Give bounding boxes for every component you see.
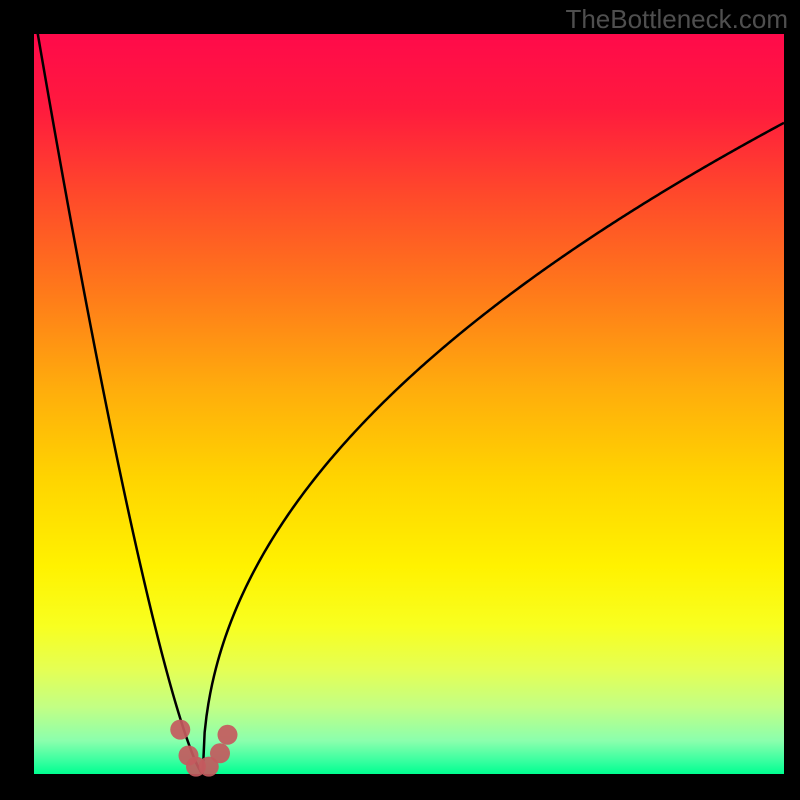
watermark-text: TheBottleneck.com — [565, 4, 788, 35]
optimum-marker — [170, 720, 190, 740]
optimum-marker — [218, 725, 238, 745]
gradient-plot-area — [34, 34, 784, 774]
optimum-marker — [210, 743, 230, 763]
bottleneck-chart — [0, 0, 800, 800]
chart-container: TheBottleneck.com — [0, 0, 800, 800]
